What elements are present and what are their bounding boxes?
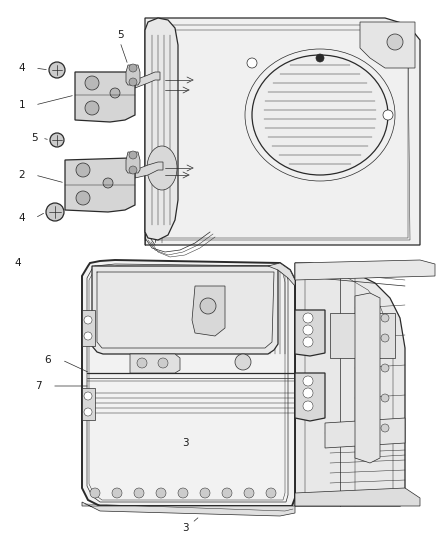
Polygon shape [135, 72, 160, 88]
Polygon shape [295, 373, 325, 421]
Polygon shape [75, 72, 135, 122]
Polygon shape [130, 354, 180, 373]
Text: 3: 3 [182, 523, 188, 533]
Circle shape [381, 314, 389, 322]
Circle shape [303, 337, 313, 347]
Circle shape [381, 424, 389, 432]
Polygon shape [65, 158, 135, 212]
Circle shape [76, 163, 90, 177]
Text: 4: 4 [15, 258, 21, 268]
Text: 5: 5 [32, 133, 38, 143]
Circle shape [178, 488, 188, 498]
Polygon shape [325, 418, 405, 448]
Polygon shape [126, 65, 140, 85]
Circle shape [129, 166, 137, 174]
Polygon shape [82, 310, 95, 346]
Ellipse shape [252, 55, 388, 175]
Circle shape [156, 488, 166, 498]
Text: 2: 2 [19, 170, 25, 180]
Circle shape [49, 62, 65, 78]
Polygon shape [126, 152, 140, 173]
Circle shape [200, 298, 216, 314]
Polygon shape [145, 18, 420, 245]
Polygon shape [330, 313, 395, 358]
Polygon shape [295, 488, 420, 506]
Circle shape [129, 78, 137, 86]
Circle shape [303, 388, 313, 398]
Circle shape [235, 354, 251, 370]
Circle shape [316, 54, 324, 62]
Text: 4: 4 [19, 63, 25, 73]
Circle shape [383, 110, 393, 120]
Text: 5: 5 [117, 30, 124, 40]
Circle shape [266, 488, 276, 498]
Circle shape [222, 488, 232, 498]
Polygon shape [295, 310, 325, 356]
Text: 3: 3 [182, 438, 188, 448]
Circle shape [200, 488, 210, 498]
Polygon shape [295, 260, 435, 280]
Circle shape [129, 64, 137, 72]
Text: 6: 6 [45, 355, 51, 365]
Circle shape [46, 203, 64, 221]
Text: 4: 4 [19, 213, 25, 223]
Circle shape [84, 332, 92, 340]
Polygon shape [360, 22, 415, 68]
Circle shape [303, 376, 313, 386]
Circle shape [84, 392, 92, 400]
Text: 7: 7 [35, 381, 41, 391]
Circle shape [381, 364, 389, 372]
Circle shape [158, 358, 168, 368]
Circle shape [303, 313, 313, 323]
Polygon shape [295, 263, 405, 506]
Polygon shape [82, 388, 95, 420]
Circle shape [84, 408, 92, 416]
Circle shape [303, 325, 313, 335]
Circle shape [244, 488, 254, 498]
Circle shape [381, 334, 389, 342]
Circle shape [84, 316, 92, 324]
Text: 1: 1 [19, 100, 25, 110]
Polygon shape [268, 263, 295, 286]
Circle shape [129, 151, 137, 159]
Circle shape [90, 488, 100, 498]
Polygon shape [192, 286, 225, 336]
Polygon shape [82, 502, 295, 516]
Polygon shape [82, 260, 295, 506]
Circle shape [247, 58, 257, 68]
Polygon shape [145, 18, 178, 240]
Polygon shape [135, 162, 163, 178]
Circle shape [103, 178, 113, 188]
Circle shape [134, 488, 144, 498]
Circle shape [112, 488, 122, 498]
Circle shape [303, 401, 313, 411]
Circle shape [381, 394, 389, 402]
Polygon shape [355, 293, 380, 463]
Circle shape [85, 76, 99, 90]
Polygon shape [92, 266, 278, 354]
Circle shape [387, 34, 403, 50]
Circle shape [50, 133, 64, 147]
Circle shape [76, 191, 90, 205]
Circle shape [137, 358, 147, 368]
Circle shape [85, 101, 99, 115]
Ellipse shape [147, 146, 177, 190]
Circle shape [110, 88, 120, 98]
